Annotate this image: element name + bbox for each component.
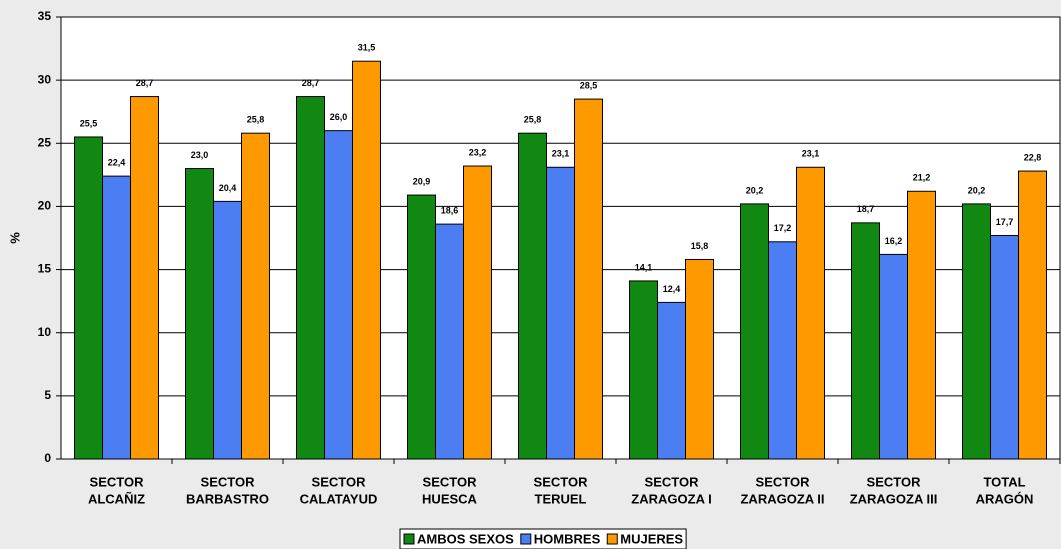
bar (518, 132, 547, 460)
data-label: 23,2 (469, 147, 487, 157)
x-tick-label: SECTOR (645, 474, 700, 489)
data-label: 26,0 (330, 112, 348, 122)
data-label: 15,8 (691, 241, 709, 251)
x-tick-label: SECTOR (90, 474, 145, 489)
bar (1018, 170, 1047, 460)
bar (130, 96, 159, 460)
legend-label: AMBOS SEXOS (417, 531, 514, 546)
bar (102, 175, 131, 460)
bar (574, 98, 603, 460)
data-label: 21,2 (913, 173, 931, 183)
data-label: 20,4 (219, 183, 237, 193)
data-label: 28,7 (302, 78, 320, 88)
bar (407, 194, 436, 460)
bar (324, 130, 353, 460)
legend-swatch (606, 533, 618, 545)
data-label: 20,9 (413, 176, 431, 186)
x-tick-label: SECTOR (867, 474, 922, 489)
bar (74, 136, 103, 460)
x-tick-label: TERUEL (535, 491, 587, 506)
y-tick-label: 5 (44, 388, 51, 402)
y-tick-label: 0 (44, 451, 51, 465)
x-tick-label: ZARAGOZA I (631, 491, 711, 506)
x-tick-label: HUESCA (422, 491, 478, 506)
bar (296, 96, 325, 460)
data-label: 25,8 (247, 115, 265, 125)
bar (768, 241, 797, 460)
y-tick-label: 10 (38, 325, 52, 339)
data-label: 22,4 (108, 157, 126, 167)
data-label: 31,5 (358, 43, 376, 53)
bar (435, 223, 464, 460)
bar (907, 190, 936, 460)
y-tick-label: 20 (38, 199, 52, 213)
bar (185, 168, 214, 460)
x-tick-label: SECTOR (534, 474, 589, 489)
bar (851, 222, 880, 460)
data-label: 18,7 (857, 204, 875, 214)
bar (685, 258, 714, 460)
x-tick-label: ZARAGOZA II (740, 491, 824, 506)
x-tick-label: ZARAGOZA III (850, 491, 938, 506)
legend-swatch (520, 533, 532, 545)
bar (657, 301, 686, 460)
data-label: 23,1 (552, 149, 570, 159)
x-tick-label: BARBASTRO (186, 491, 269, 506)
data-label: 16,2 (885, 236, 903, 246)
y-tick-label: 35 (38, 9, 52, 23)
x-tick-label: ALCAÑIZ (88, 491, 145, 506)
data-label: 14,1 (635, 262, 653, 272)
bar (546, 166, 575, 460)
x-tick-label: SECTOR (756, 474, 811, 489)
legend-label: HOMBRES (534, 531, 601, 546)
bar (213, 200, 242, 460)
data-label: 22,8 (1024, 152, 1042, 162)
x-tick-label: ARAGÓN (976, 491, 1034, 506)
data-label: 17,7 (996, 217, 1014, 227)
legend-swatch (403, 533, 415, 545)
data-label: 18,6 (441, 205, 459, 215)
x-tick-label: SECTOR (201, 474, 256, 489)
bar (990, 234, 1019, 460)
legend-label: MUJERES (620, 531, 683, 546)
data-label: 23,1 (802, 149, 820, 159)
data-label: 28,5 (580, 80, 598, 90)
data-label: 12,4 (663, 284, 681, 294)
bar (796, 166, 825, 460)
y-tick-label: 15 (38, 262, 52, 276)
y-tick-label: 30 (38, 72, 52, 86)
data-label: 28,7 (136, 78, 154, 88)
y-tick-label: 25 (38, 135, 52, 149)
bar (962, 203, 991, 460)
data-label: 17,2 (774, 223, 792, 233)
data-label: 25,8 (524, 115, 542, 125)
x-tick-label: TOTAL (983, 474, 1025, 489)
data-label: 20,2 (968, 185, 986, 195)
bar (241, 132, 270, 460)
bar (879, 253, 908, 460)
data-label: 25,5 (80, 118, 98, 128)
x-tick-label: SECTOR (312, 474, 367, 489)
bar (463, 165, 492, 460)
data-label: 23,0 (191, 150, 209, 160)
bar (352, 60, 381, 460)
x-tick-label: CALATAYUD (300, 491, 378, 506)
data-label: 20,2 (746, 185, 764, 195)
bar (740, 203, 769, 460)
bar (629, 280, 658, 460)
x-tick-label: SECTOR (423, 474, 478, 489)
y-axis-label: % (7, 232, 22, 244)
